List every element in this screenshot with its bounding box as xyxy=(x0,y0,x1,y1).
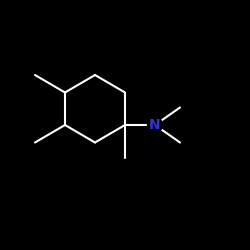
Circle shape xyxy=(148,118,162,132)
Text: N: N xyxy=(149,118,161,132)
